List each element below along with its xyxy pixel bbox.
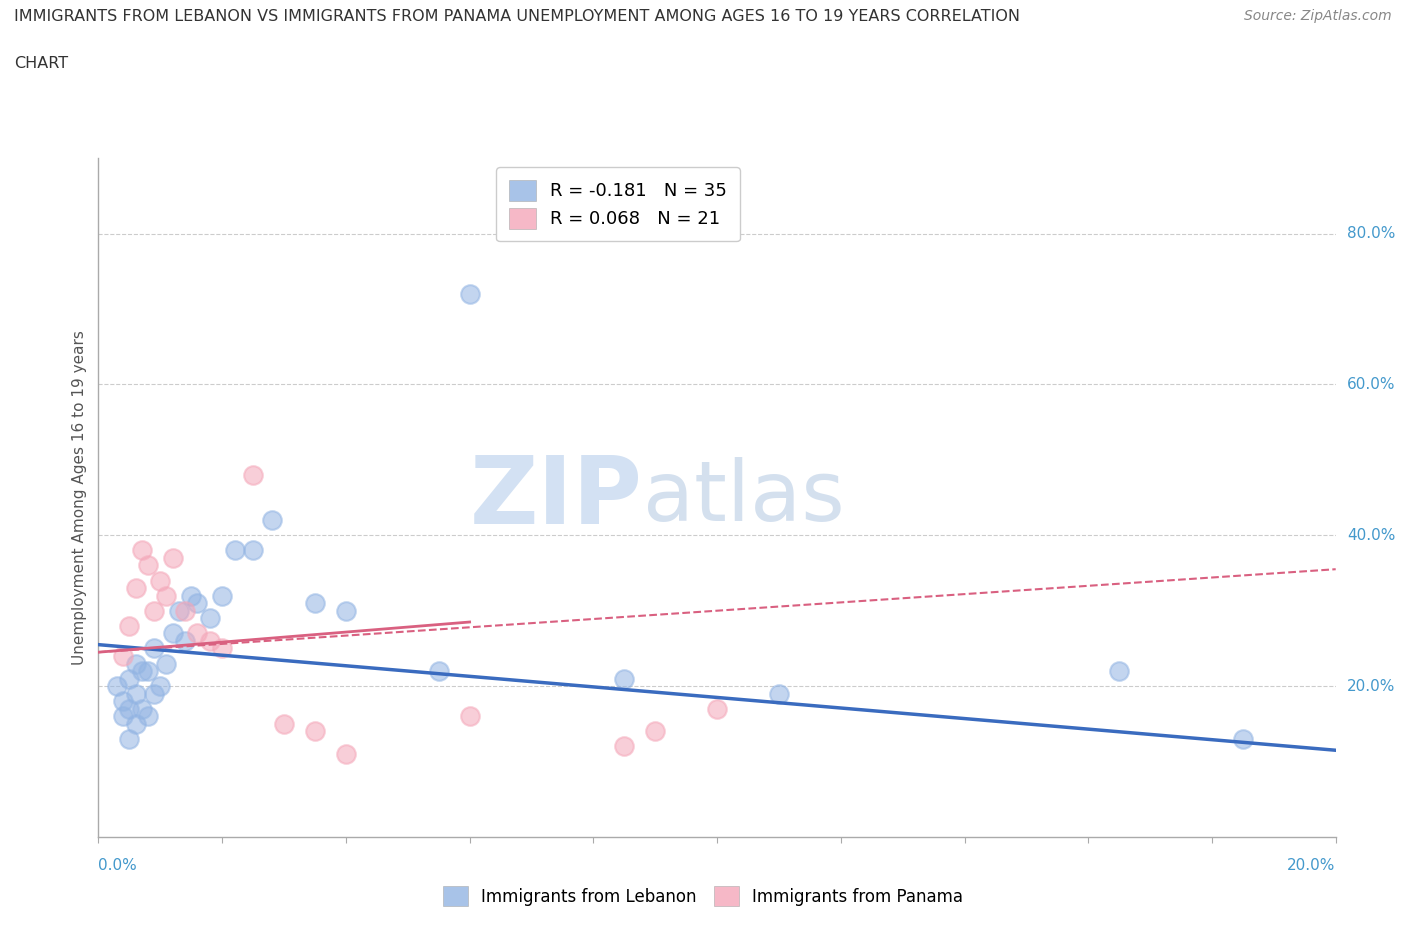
Point — [335, 747, 357, 762]
Point — [174, 633, 197, 648]
Point — [458, 709, 481, 724]
Point — [180, 588, 202, 603]
Point — [167, 604, 190, 618]
Point — [131, 701, 153, 716]
Text: 20.0%: 20.0% — [1288, 857, 1336, 872]
Point — [198, 633, 221, 648]
Point — [118, 701, 141, 716]
Text: atlas: atlas — [643, 457, 845, 538]
Point — [613, 671, 636, 686]
Point — [186, 626, 208, 641]
Text: 80.0%: 80.0% — [1347, 226, 1395, 241]
Text: ZIP: ZIP — [470, 452, 643, 543]
Point — [131, 543, 153, 558]
Point — [304, 596, 326, 611]
Text: IMMIGRANTS FROM LEBANON VS IMMIGRANTS FROM PANAMA UNEMPLOYMENT AMONG AGES 16 TO : IMMIGRANTS FROM LEBANON VS IMMIGRANTS FR… — [14, 9, 1021, 24]
Text: 0.0%: 0.0% — [98, 857, 138, 872]
Text: Source: ZipAtlas.com: Source: ZipAtlas.com — [1244, 9, 1392, 23]
Point — [118, 732, 141, 747]
Point — [768, 686, 790, 701]
Text: 40.0%: 40.0% — [1347, 527, 1395, 543]
Point — [118, 671, 141, 686]
Point — [155, 656, 177, 671]
Point — [136, 664, 159, 679]
Point — [112, 694, 135, 709]
Point — [458, 286, 481, 301]
Point — [613, 739, 636, 754]
Y-axis label: Unemployment Among Ages 16 to 19 years: Unemployment Among Ages 16 to 19 years — [72, 330, 87, 665]
Point — [136, 558, 159, 573]
Point — [118, 618, 141, 633]
Point — [706, 701, 728, 716]
Point — [198, 611, 221, 626]
Point — [427, 664, 450, 679]
Point — [1232, 732, 1254, 747]
Point — [112, 648, 135, 663]
Point — [224, 543, 246, 558]
Point — [211, 641, 233, 656]
Legend: R = -0.181   N = 35, R = 0.068   N = 21: R = -0.181 N = 35, R = 0.068 N = 21 — [496, 167, 740, 242]
Point — [273, 716, 295, 731]
Point — [186, 596, 208, 611]
Text: 60.0%: 60.0% — [1347, 377, 1395, 392]
Point — [260, 512, 283, 527]
Point — [644, 724, 666, 738]
Point — [131, 664, 153, 679]
Point — [1108, 664, 1130, 679]
Point — [105, 679, 128, 694]
Point — [143, 641, 166, 656]
Point — [335, 604, 357, 618]
Point — [124, 686, 146, 701]
Point — [174, 604, 197, 618]
Point — [242, 543, 264, 558]
Text: 20.0%: 20.0% — [1347, 679, 1395, 694]
Text: CHART: CHART — [14, 56, 67, 71]
Point — [112, 709, 135, 724]
Point — [242, 468, 264, 483]
Point — [155, 588, 177, 603]
Point — [124, 716, 146, 731]
Point — [149, 679, 172, 694]
Point — [124, 580, 146, 595]
Point — [304, 724, 326, 738]
Point — [149, 573, 172, 588]
Point — [136, 709, 159, 724]
Point — [211, 588, 233, 603]
Point — [143, 686, 166, 701]
Point — [143, 604, 166, 618]
Point — [162, 551, 184, 565]
Point — [124, 656, 146, 671]
Legend: Immigrants from Lebanon, Immigrants from Panama: Immigrants from Lebanon, Immigrants from… — [436, 880, 970, 912]
Point — [162, 626, 184, 641]
